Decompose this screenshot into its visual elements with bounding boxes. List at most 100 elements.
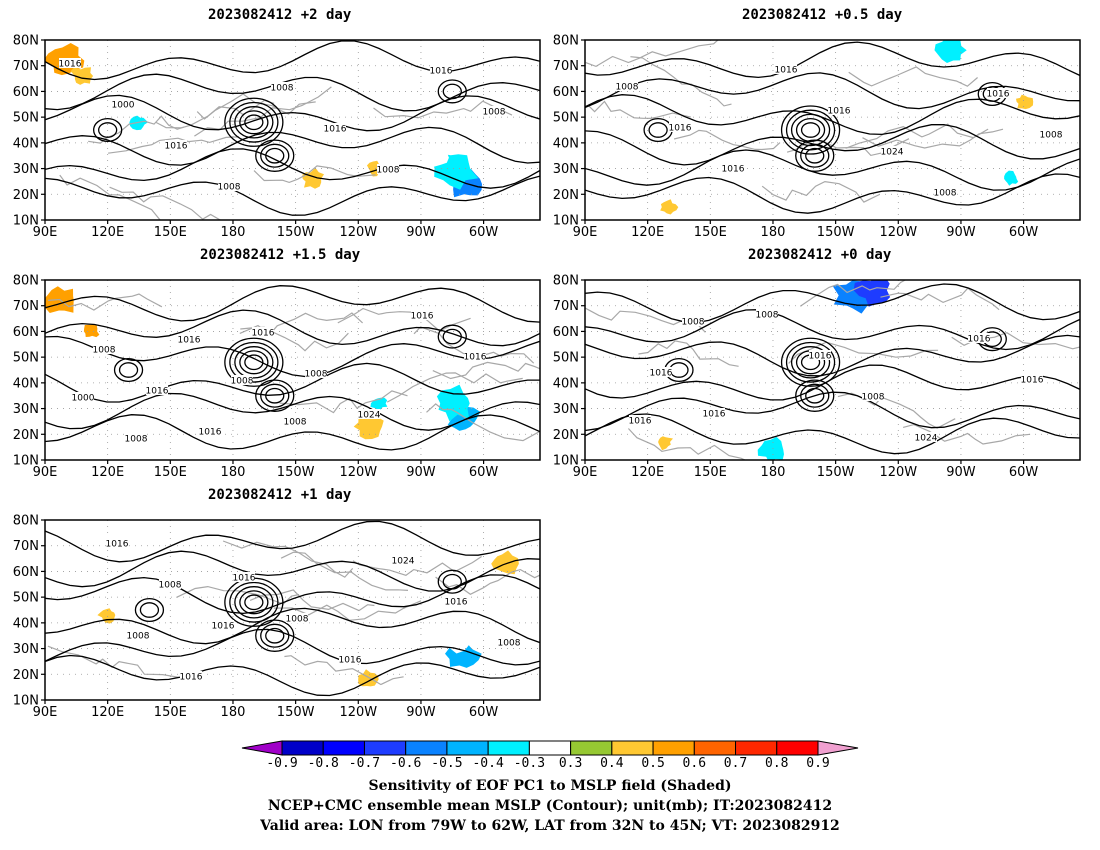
isobar-contour <box>45 414 540 451</box>
pressure-center-contour <box>229 581 279 623</box>
lat-tick-label: 80N <box>13 34 39 49</box>
contour-label: 1000 <box>112 101 135 111</box>
lat-tick-label: 10N <box>553 214 579 229</box>
contour-label-bg <box>212 620 234 630</box>
contour-label: 1016 <box>703 410 726 420</box>
contour-label: 1008 <box>284 418 307 428</box>
sensitivity-shading <box>424 142 449 167</box>
lon-tick-label: 150E <box>154 705 187 720</box>
pressure-center-contour <box>260 623 290 648</box>
coastline <box>432 361 540 380</box>
pressure-center-contour <box>790 346 831 379</box>
sensitivity-shading <box>131 335 148 350</box>
pressure-center-contour <box>795 117 826 143</box>
lat-tick-label: 60N <box>13 565 39 580</box>
coastline <box>352 555 482 576</box>
isobar-contour <box>585 72 1080 110</box>
coastline <box>880 287 1000 311</box>
contour-label-bg <box>271 82 293 92</box>
pressure-center-contour <box>255 619 295 652</box>
coastline <box>279 390 408 414</box>
lat-tick-label: 70N <box>13 59 39 74</box>
map-frame <box>584 279 1081 461</box>
sensitivity-shading <box>934 40 967 63</box>
contour-label-bg <box>252 327 274 337</box>
contour-label: 1016 <box>809 352 832 362</box>
pressure-center-contour <box>795 139 835 172</box>
caption-line-1: Sensitivity of EOF PC1 to MSLP field (Sh… <box>368 778 732 794</box>
contour-label: 1008 <box>862 393 885 403</box>
contour-label: 1016 <box>165 142 188 152</box>
colorbar-swatch <box>322 740 365 756</box>
lon-tick-label: 150E <box>154 465 187 480</box>
sensitivity-shading <box>658 436 673 451</box>
coastline <box>845 123 989 149</box>
coastline <box>862 128 1004 149</box>
coastline <box>280 551 409 591</box>
contour-label: 1008 <box>125 435 148 445</box>
lon-tick-label: 90W <box>406 705 436 720</box>
coastline <box>108 136 240 154</box>
pressure-center-contour <box>244 594 264 611</box>
colorbar-tick-label: 0.7 <box>723 756 748 771</box>
isobar-contour <box>45 285 540 323</box>
contour-label-bg <box>616 81 638 91</box>
lat-tick-label: 30N <box>553 162 579 177</box>
isobar-contour <box>585 309 1080 351</box>
contour-label: 1008 <box>231 377 254 387</box>
lon-tick-label: 180 <box>221 225 246 240</box>
contour-label: 1016 <box>722 165 745 175</box>
isobar-contour <box>45 520 540 563</box>
contour-label-bg <box>339 654 361 664</box>
contour-label: 1008 <box>93 346 116 356</box>
lat-tick-label: 80N <box>13 514 39 529</box>
contour-label-bg <box>915 432 937 442</box>
lat-tick-label: 40N <box>553 376 579 391</box>
isobar-contour <box>45 175 540 216</box>
lat-tick-label: 20N <box>553 188 579 203</box>
lon-tick-label: 120E <box>91 465 124 480</box>
contour-label: 1016 <box>199 428 222 438</box>
sensitivity-shading <box>803 425 848 460</box>
contour-label: 1024 <box>358 411 381 421</box>
contour-label-bg <box>411 310 433 320</box>
lat-tick-label: 20N <box>13 428 39 443</box>
lat-tick-label: 50N <box>13 111 39 126</box>
contour-label-bg <box>284 416 306 426</box>
panel-title-p5: 2023082412 +1 day <box>208 487 352 503</box>
lon-tick-label: 150E <box>694 225 727 240</box>
isobar-contour <box>585 173 1080 214</box>
sensitivity-shading <box>433 622 469 654</box>
pressure-center-contour <box>255 139 295 172</box>
contour-label-bg <box>430 65 452 75</box>
lat-tick-label: 50N <box>553 351 579 366</box>
colorbar-tick-label: -0.3 <box>513 756 546 771</box>
sensitivity-shading <box>130 524 150 545</box>
lon-tick-label: 90W <box>406 465 436 480</box>
contour-label-bg <box>445 596 467 606</box>
sensitivity-shading <box>1004 170 1019 186</box>
pressure-center-contour <box>229 101 279 143</box>
coastline <box>848 66 978 87</box>
contour-label-bg <box>93 344 115 354</box>
pressure-center-contour <box>805 387 825 404</box>
panel-title-p1: 2023082412 +2 day <box>208 7 352 23</box>
lon-tick-label: 120W <box>879 465 917 480</box>
coastline <box>109 186 222 220</box>
contour-label: 1008 <box>218 183 241 193</box>
contour-label-bg <box>722 163 744 173</box>
contour-label: 1024 <box>915 434 938 444</box>
pressure-center-contour <box>113 357 144 383</box>
contour-label: 1016 <box>968 335 991 345</box>
contour-label: 1008 <box>483 108 506 118</box>
lon-tick-label: 90E <box>33 705 58 720</box>
sensitivity-shading <box>353 412 384 440</box>
lon-tick-label: 150W <box>817 465 855 480</box>
contour-label-bg <box>682 316 704 326</box>
pressure-center-contour <box>224 337 284 387</box>
contour-label: 1016 <box>445 598 468 608</box>
contour-label-bg <box>377 164 399 174</box>
isobar-contour <box>45 148 540 189</box>
coastline <box>194 86 332 137</box>
